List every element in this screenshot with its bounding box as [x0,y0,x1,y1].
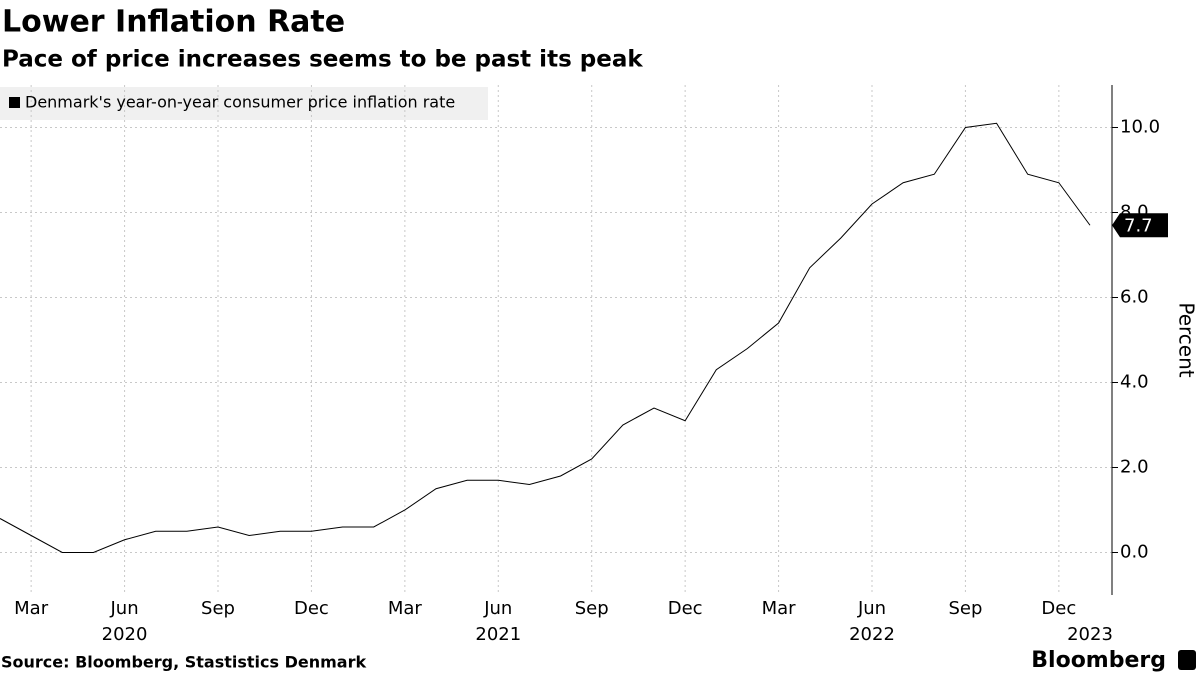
chart-subtitle: Pace of price increases seems to be past… [2,47,643,73]
line [0,122,1091,553]
chart-title: Lower Inflation Rate [2,5,345,40]
x-year-label: 2021 [475,624,521,645]
x-tick-label: Mar [388,598,423,619]
legend-swatch [9,97,20,108]
x-tick-label: Mar [14,598,49,619]
legend-label: Denmark's year-on-year consumer price in… [25,93,455,112]
y-tick-label: 10.0 [1120,117,1160,138]
x-tick-label: Jun [857,598,886,619]
x-tick-label: Dec [1041,598,1076,619]
y-tick-label: 0.0 [1120,542,1149,563]
x-tick-label: Sep [201,598,235,619]
x-tick-label: Sep [948,598,982,619]
x-tick-label: Jun [110,598,139,619]
x-year-label: 2022 [849,624,895,645]
x-tick-label: Jun [483,598,512,619]
y-axis-label: Percent [1175,302,1199,377]
legend-box [0,87,488,120]
x-tick-label: Dec [294,598,329,619]
y-tick-label: 2.0 [1120,457,1149,478]
x-tick-label: Sep [575,598,609,619]
y-tick-label: 6.0 [1120,287,1149,308]
brand-icon [1178,650,1196,670]
x-year-label: 2023 [1067,624,1113,645]
x-tick-label: Mar [762,598,797,619]
last-value-tag [1112,213,1168,238]
brand: Bloomberg [1031,648,1166,673]
y-tick-label: 4.0 [1120,372,1149,393]
x-year-label: 2020 [102,624,148,645]
source: Source: Bloomberg, Stastistics Denmark [1,653,366,672]
x-tick-label: Dec [668,598,703,619]
last-value-label: 7.7 [1124,215,1153,236]
